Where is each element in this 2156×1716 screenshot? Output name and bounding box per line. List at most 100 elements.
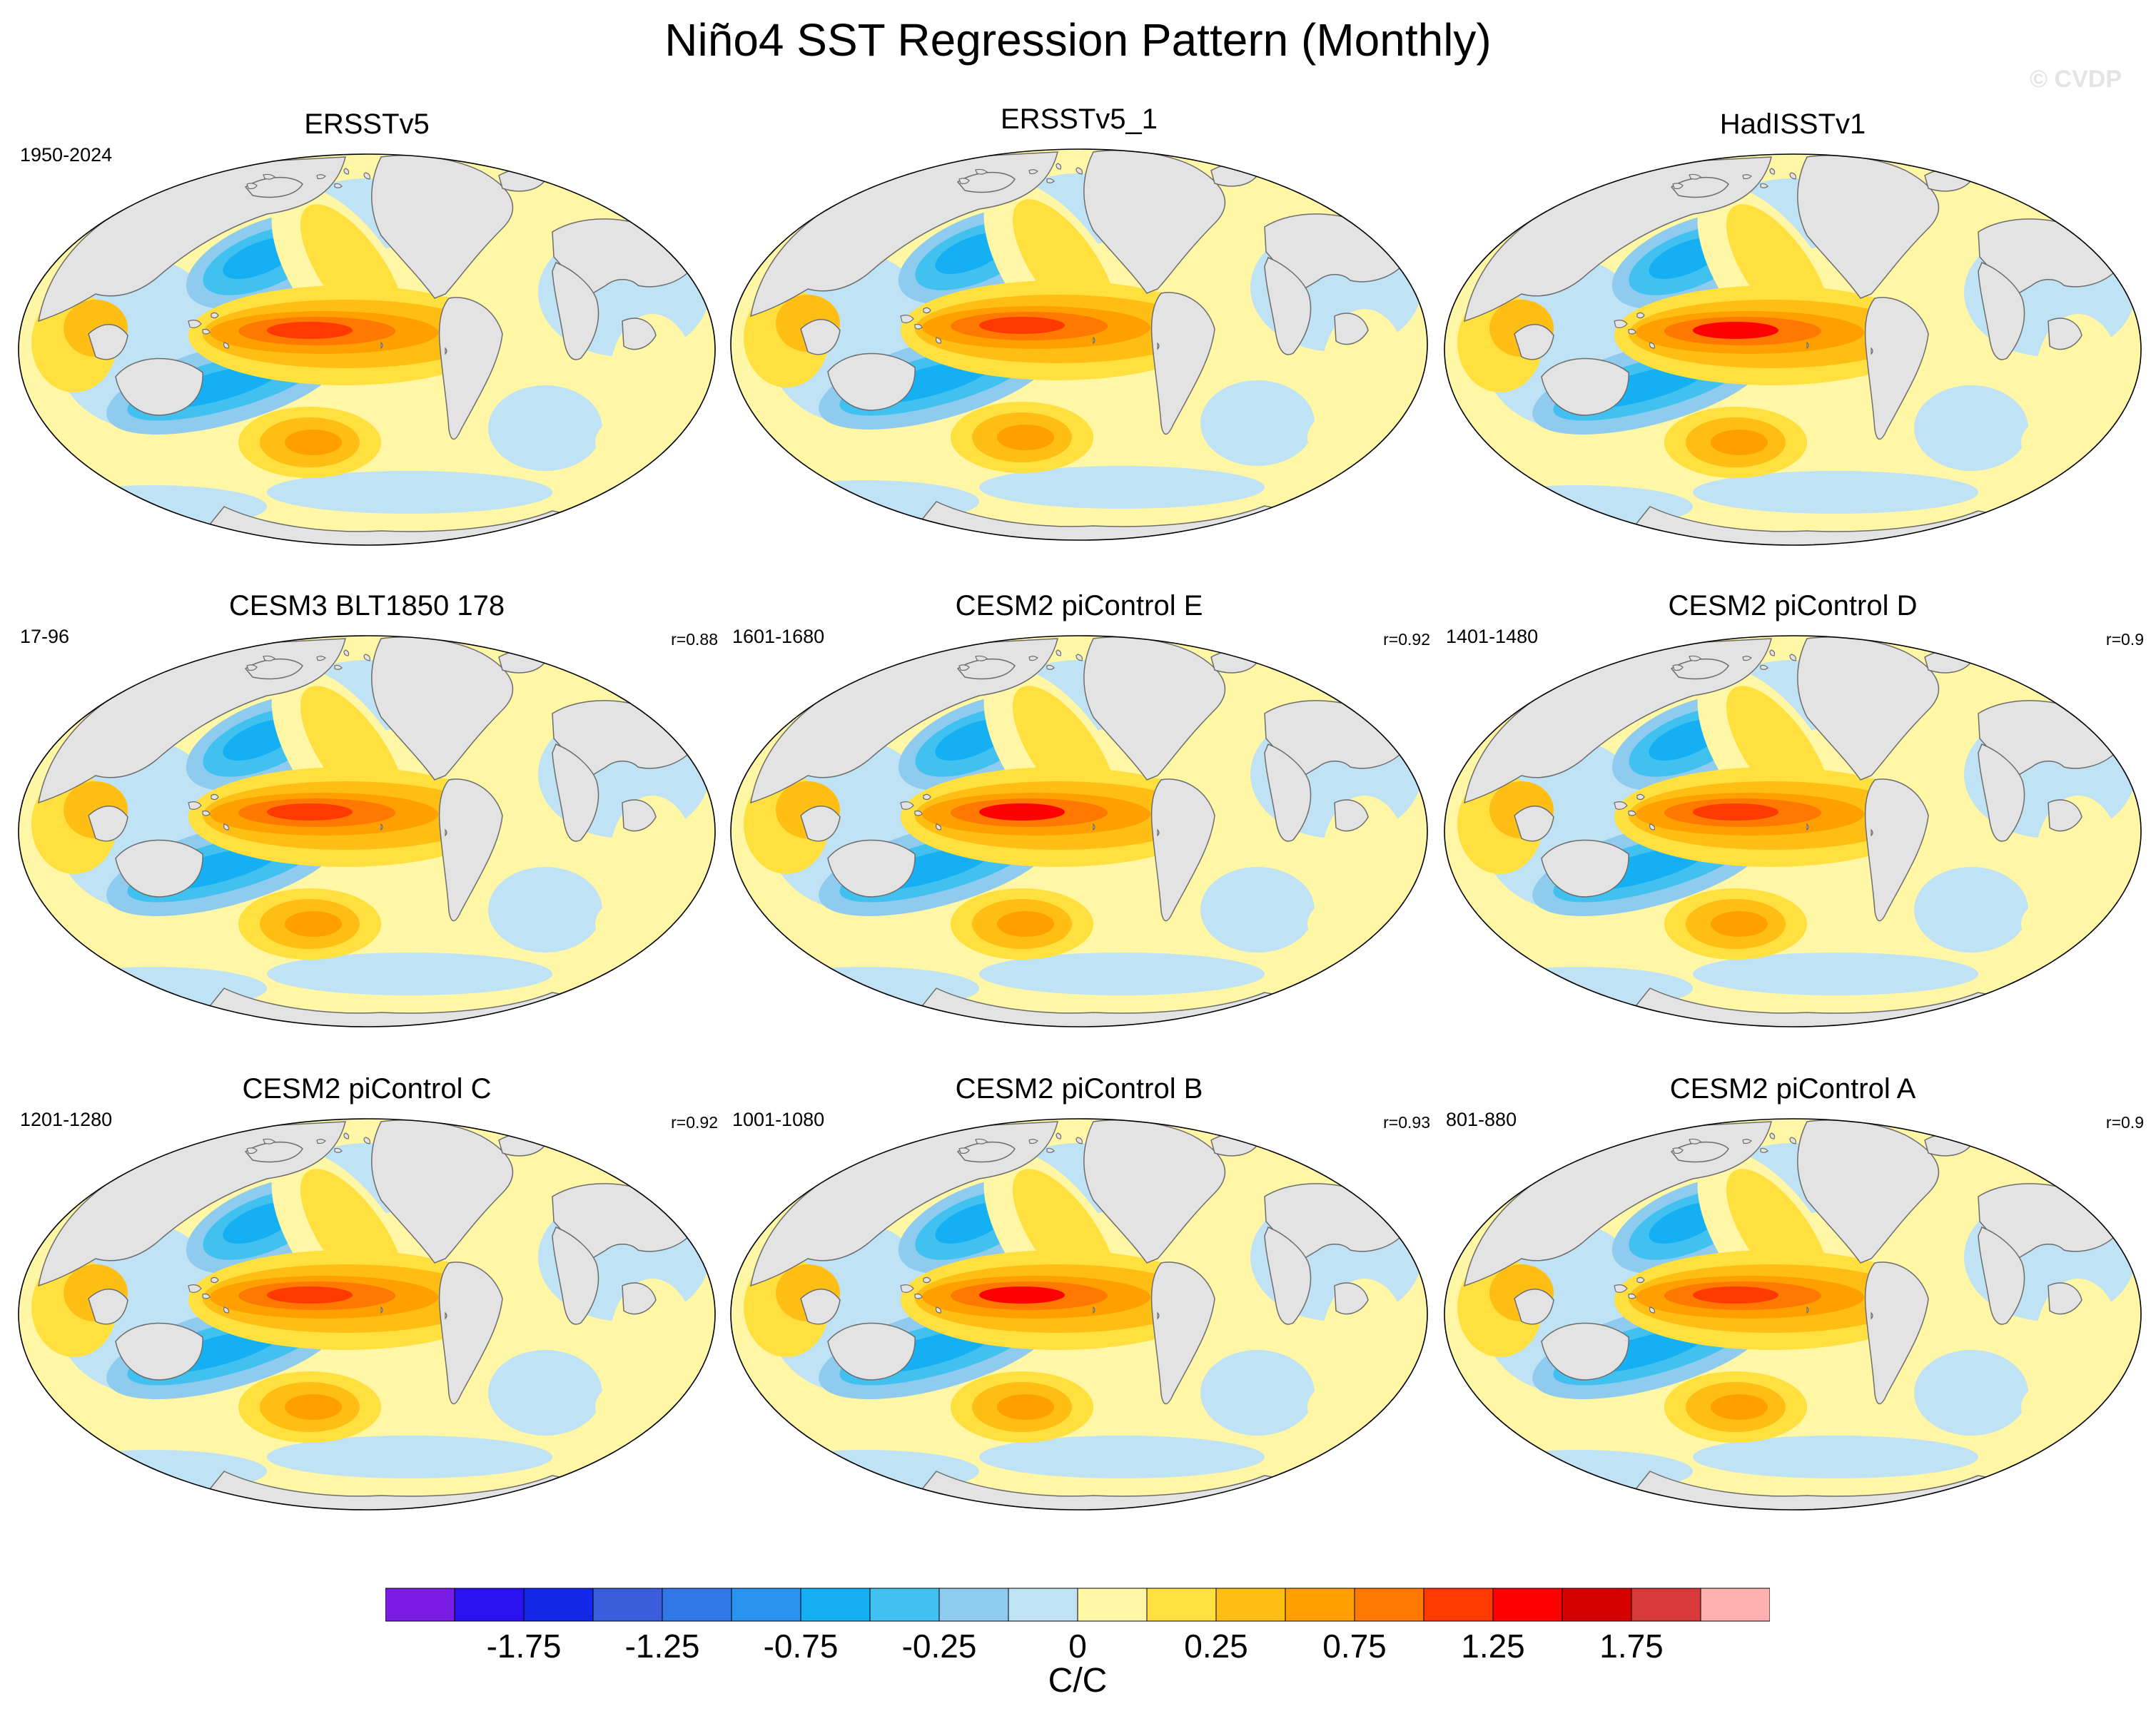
island	[223, 342, 229, 349]
colorbar-swatch	[1562, 1588, 1632, 1622]
map-field	[19, 154, 715, 545]
island	[1628, 1293, 1636, 1299]
island	[1806, 1306, 1809, 1314]
island	[380, 341, 383, 350]
colorbar-tick-label: 1.75	[1599, 1628, 1664, 1665]
landmass	[1264, 743, 1312, 842]
island	[1806, 823, 1809, 831]
island	[246, 183, 258, 190]
island	[1093, 1306, 1095, 1314]
map-panel-cesm3-blt1850: CESM3 BLT1850 178 17-96 r=0.88	[10, 589, 724, 1045]
island	[1636, 793, 1645, 801]
island	[1076, 167, 1083, 175]
landmass	[1541, 839, 1629, 898]
map-panel-hadisstv1: HadISSTv1	[1436, 107, 2150, 564]
island	[1769, 168, 1776, 175]
map-field	[19, 1119, 715, 1510]
island	[263, 655, 275, 661]
island	[1760, 664, 1768, 670]
contour-patch	[1200, 380, 1315, 466]
landmass	[1150, 1261, 1215, 1405]
island	[1056, 649, 1062, 656]
island	[263, 1138, 275, 1144]
map-field	[731, 149, 1427, 540]
panel-period: 1201-1280	[20, 1109, 113, 1130]
panel-period: 17-96	[20, 626, 70, 647]
panel-title: CESM2 piControl C	[242, 1073, 492, 1105]
landmass	[371, 1120, 514, 1264]
map-outline	[18, 153, 716, 546]
landmass	[438, 778, 503, 922]
island	[316, 174, 326, 180]
panel-correlation: r=0.88	[671, 630, 718, 649]
landmass	[1670, 659, 1729, 680]
map-panel-cesm2-picontrol-e: CESM2 piControl E 1601-1680 r=0.92	[722, 589, 1436, 1045]
contour-patch	[1693, 322, 1778, 339]
map-outline	[730, 148, 1428, 541]
island	[380, 1306, 383, 1314]
map-plot	[1444, 635, 2142, 1027]
landmass	[244, 177, 303, 198]
contour-patch	[1693, 953, 1978, 995]
island	[1769, 1132, 1776, 1139]
colorbar-tick-label: -1.25	[624, 1628, 700, 1665]
island	[1760, 1147, 1768, 1153]
map-plot	[1444, 153, 2142, 546]
island	[1672, 183, 1684, 190]
landmass	[1264, 257, 1312, 355]
island	[1093, 823, 1095, 831]
island	[445, 1311, 447, 1320]
island	[1871, 828, 1873, 837]
landmass	[956, 172, 1016, 193]
island	[1157, 1311, 1160, 1320]
contour-patch	[267, 1436, 552, 1478]
landmass	[1083, 636, 1226, 781]
landmass	[2048, 1282, 2082, 1315]
island	[900, 801, 914, 810]
map-panel-cesm2-picontrol-a: CESM2 piControl A 801-880 r=0.9	[1436, 1072, 2150, 1528]
island	[1614, 801, 1628, 810]
contour-patch	[979, 1436, 1265, 1478]
landmass	[1978, 1227, 2025, 1325]
island	[1871, 347, 1873, 355]
contour-patch	[1914, 1350, 2028, 1436]
panel-period: 801-880	[1446, 1109, 1517, 1130]
contour-patch	[285, 911, 342, 937]
landmass	[1334, 799, 1369, 832]
island	[246, 664, 258, 671]
island	[343, 649, 350, 656]
map-field	[1444, 636, 2141, 1027]
map-plot	[18, 1118, 716, 1511]
landmass	[1670, 177, 1729, 198]
contour-patch	[979, 466, 1265, 509]
map-outline	[730, 635, 1428, 1027]
island	[1076, 654, 1083, 661]
panel-period: 1001-1080	[732, 1109, 825, 1130]
island	[1871, 1311, 1873, 1320]
island	[936, 337, 941, 344]
contour-patch	[997, 911, 1054, 937]
panel-correlation: r=0.93	[1383, 1113, 1430, 1132]
island	[1046, 1147, 1055, 1153]
contour-patch	[267, 803, 353, 821]
island	[1789, 1137, 1796, 1144]
panel-title: CESM2 piControl D	[1668, 590, 1918, 621]
map-outline	[1444, 153, 2142, 546]
landmass	[800, 319, 841, 355]
landmass	[1150, 292, 1215, 435]
island	[343, 168, 350, 175]
island	[923, 307, 931, 314]
island	[900, 315, 914, 323]
island	[975, 168, 988, 175]
map-outline	[730, 1118, 1428, 1511]
landmass	[1541, 1322, 1629, 1381]
map-field	[19, 636, 715, 1027]
colorbar-swatch	[1285, 1588, 1355, 1622]
island	[334, 1147, 343, 1153]
colorbar-swatch	[869, 1588, 940, 1622]
contour-patch	[1693, 1286, 1778, 1304]
island	[914, 323, 923, 330]
island	[923, 793, 931, 801]
contour-patch	[979, 953, 1265, 995]
landmass	[1083, 150, 1226, 294]
